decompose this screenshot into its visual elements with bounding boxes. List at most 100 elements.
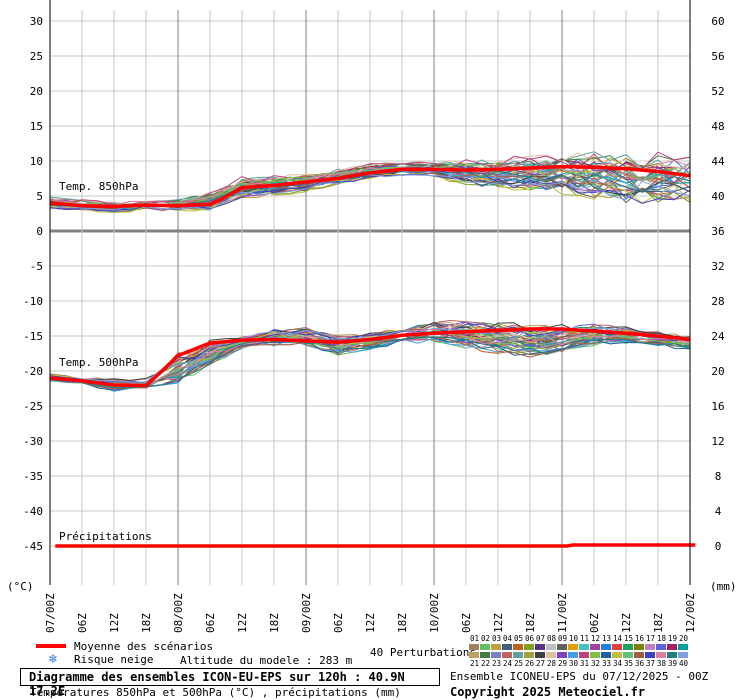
panel-label: Temp. 500hPa — [59, 356, 138, 369]
member-number: 15 — [624, 634, 633, 643]
member-number: 16 — [635, 634, 645, 643]
y2-tick-label: 32 — [711, 260, 724, 273]
chart-title: Diagramme des ensembles ICON-EU-EPS sur … — [29, 670, 405, 698]
member-number: 02 — [481, 634, 490, 643]
member-swatch — [634, 652, 644, 658]
y2-tick-label: 24 — [711, 330, 725, 343]
member-number: 39 — [668, 659, 677, 668]
member-number: 31 — [580, 659, 589, 668]
y2-tick-label: 44 — [711, 155, 725, 168]
y2-tick-label: 40 — [711, 190, 724, 203]
chart-subtitle: Températures 850hPa et 500hPa (°C) , pré… — [30, 686, 401, 699]
y-tick-label: 0 — [36, 225, 43, 238]
member-swatch — [524, 652, 534, 658]
right-unit: (mm) — [710, 580, 737, 593]
member-swatch — [546, 644, 556, 650]
perturbations-label: 40 Perturbations — [370, 646, 476, 659]
member-number: 30 — [569, 659, 579, 668]
mean-line-temp850hpa — [49, 164, 691, 209]
member-swatch — [513, 652, 523, 658]
x-tick-label: 06Z — [332, 613, 345, 633]
member-swatch — [612, 644, 622, 650]
title-box: Diagramme des ensembles ICON-EU-EPS sur … — [20, 668, 440, 698]
y2-tick-label: 36 — [711, 225, 724, 238]
chart-grid — [49, 10, 691, 585]
member-number: 04 — [503, 634, 513, 643]
member-number: 32 — [591, 659, 600, 668]
copyright: Copyright 2025 Meteociel.fr — [450, 685, 646, 699]
member-number: 10 — [569, 634, 579, 643]
member-number: 40 — [679, 659, 689, 668]
x-tick-label: 06Z — [460, 613, 473, 633]
y-tick-label: 20 — [30, 85, 43, 98]
y-tick-label: -5 — [30, 260, 43, 273]
member-swatch — [579, 652, 589, 658]
member-swatch — [502, 652, 512, 658]
y-tick-label: 30 — [30, 15, 43, 28]
member-swatch — [480, 644, 490, 650]
member-swatch — [645, 652, 655, 658]
member-number: 01 — [470, 634, 479, 643]
member-swatch — [480, 652, 490, 658]
member-number: 34 — [613, 659, 623, 668]
y-tick-label: -35 — [23, 470, 43, 483]
member-number: 14 — [613, 634, 623, 643]
mean-line-temp500hpa — [49, 327, 691, 388]
member-swatch — [612, 652, 622, 658]
member-number: 11 — [580, 634, 589, 643]
member-number: 12 — [591, 634, 600, 643]
member-number: 24 — [503, 659, 513, 668]
member-swatch — [590, 644, 600, 650]
y2-tick-label: 28 — [711, 295, 724, 308]
y-tick-label: -15 — [23, 330, 43, 343]
x-tick-label: 18Z — [524, 613, 537, 633]
y-tick-label: -20 — [23, 365, 43, 378]
member-number: 27 — [536, 659, 545, 668]
member-swatch — [678, 644, 688, 650]
legend-snow-label: Risque neige — [74, 653, 153, 666]
member-number: 13 — [602, 634, 611, 643]
x-tick-label: 12Z — [620, 613, 633, 633]
member-swatch — [535, 652, 545, 658]
panel-label: Précipitations — [59, 530, 152, 543]
y-tick-label: 5 — [36, 190, 43, 203]
run-info: Ensemble ICONEU-EPS du 07/12/2025 - 00Z — [450, 670, 709, 683]
member-number: 23 — [492, 659, 501, 668]
member-swatch — [491, 652, 501, 658]
member-number: 26 — [525, 659, 535, 668]
snowflake-icon: ❄ — [48, 652, 58, 666]
member-swatch — [491, 644, 501, 650]
mean-line-prcipitations — [55, 543, 696, 548]
member-number: 28 — [547, 659, 557, 668]
y2-tick-label: 16 — [711, 400, 724, 413]
member-swatch — [656, 644, 666, 650]
y2-tick-label: 56 — [711, 50, 724, 63]
y2-tick-label: 8 — [715, 470, 722, 483]
member-number: 29 — [558, 659, 567, 668]
member-number: 20 — [679, 634, 689, 643]
x-tick-label: 18Z — [396, 613, 409, 633]
member-swatch — [667, 652, 677, 658]
y-tick-label: -30 — [23, 435, 43, 448]
member-swatch — [557, 652, 567, 658]
x-tick-label: 18Z — [268, 613, 281, 633]
member-swatch — [678, 652, 688, 658]
y2-tick-label: 20 — [711, 365, 724, 378]
x-tick-label: 18Z — [652, 613, 665, 633]
member-number: 22 — [481, 659, 490, 668]
member-swatch — [469, 644, 479, 650]
x-tick-label: 12Z — [236, 613, 249, 633]
member-number: 33 — [602, 659, 611, 668]
x-tick-label: 06Z — [76, 613, 89, 633]
member-swatch — [557, 644, 567, 650]
y-tick-label: 15 — [30, 120, 43, 133]
y2-tick-label: 60 — [711, 15, 724, 28]
member-swatch — [524, 644, 534, 650]
member-swatch — [513, 644, 523, 650]
member-number: 25 — [514, 659, 523, 668]
y-tick-label: -45 — [23, 540, 43, 553]
member-swatch — [568, 644, 578, 650]
y2-tick-label: 0 — [715, 540, 722, 553]
chart-frame — [49, 0, 691, 585]
